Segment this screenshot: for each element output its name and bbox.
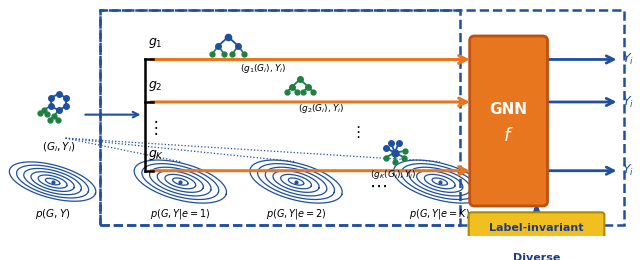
Text: $(g_2(G_i), Y_i)$: $(g_2(G_i), Y_i)$: [298, 102, 344, 115]
FancyBboxPatch shape: [468, 212, 604, 243]
Text: $Y_i$: $Y_i$: [622, 52, 634, 67]
Text: Label-invariant: Label-invariant: [489, 223, 584, 233]
Text: Diverse: Diverse: [513, 252, 560, 260]
Text: $g_1$: $g_1$: [148, 36, 163, 50]
Text: $p(G,Y)$: $p(G,Y)$: [35, 207, 70, 221]
Text: $Y_i$: $Y_i$: [622, 163, 634, 178]
Text: $\vdots$: $\vdots$: [534, 119, 545, 135]
Text: $g_2$: $g_2$: [148, 79, 163, 93]
Text: $(G_i, Y_i)$: $(G_i, Y_i)$: [42, 141, 76, 154]
Text: $\vdots$: $\vdots$: [147, 118, 158, 137]
Text: $g_K$: $g_K$: [148, 148, 164, 162]
Text: $f$: $f$: [503, 127, 514, 145]
Text: $(g_K(G_i), Y_i)$: $(g_K(G_i), Y_i)$: [370, 168, 417, 181]
Text: $\cdots$: $\cdots$: [369, 177, 387, 195]
Text: $Y_i$: $Y_i$: [622, 94, 634, 109]
Text: $p(G,Y|e=2)$: $p(G,Y|e=2)$: [266, 207, 326, 221]
Text: $\vdots$: $\vdots$: [349, 124, 360, 140]
FancyBboxPatch shape: [468, 242, 604, 260]
Text: GNN: GNN: [490, 102, 527, 117]
Text: $p(G,Y|e=K)$: $p(G,Y|e=K)$: [409, 207, 470, 221]
Text: $p(G,Y|e=1)$: $p(G,Y|e=1)$: [150, 207, 211, 221]
Text: $(g_1(G_i), Y_i)$: $(g_1(G_i), Y_i)$: [240, 62, 287, 75]
FancyBboxPatch shape: [470, 36, 547, 206]
